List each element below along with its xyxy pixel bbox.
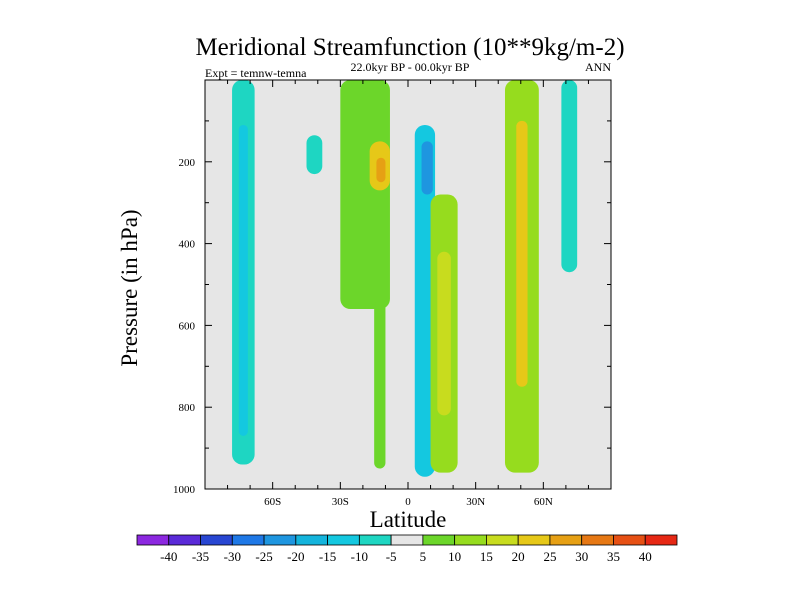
colorbar-label: 25 <box>543 549 556 564</box>
streamfunction-field <box>232 80 578 477</box>
contour-green-strip-10S <box>374 300 386 469</box>
colorbar-swatch <box>295 534 328 546</box>
colorbar-label: -25 <box>255 549 272 564</box>
colorbar-swatch <box>168 534 201 546</box>
axis-ticks: 60S 30S 0 30N 60N 200 400 600 800 1000 <box>173 80 612 508</box>
colorbar-label: -30 <box>224 549 241 564</box>
colorbar-swatch <box>486 534 519 546</box>
colorbar-swatch <box>454 534 487 546</box>
colorbar-swatch <box>327 534 360 546</box>
colorbar-label: 10 <box>448 549 461 564</box>
colorbar-swatch <box>422 534 456 546</box>
chart-subtitle: 22.0kyr BP - 00.0kyr BP <box>351 60 470 74</box>
y-tick-label: 400 <box>179 239 196 251</box>
colorbar-label: -10 <box>351 549 368 564</box>
contour-dark-blue-core-eq <box>421 141 433 195</box>
colorbar-swatch <box>581 534 614 546</box>
plot-area: 60S 30S 0 30N 60N 200 400 600 800 1000 <box>173 79 612 508</box>
colorbar-label: -20 <box>287 549 304 564</box>
y-tick-label: 1000 <box>173 484 196 496</box>
colorbar-swatch <box>136 534 170 546</box>
y-tick-label: 200 <box>179 157 196 169</box>
colorbar-label: 30 <box>575 549 588 564</box>
colorbar-label: -40 <box>160 549 177 564</box>
colorbar-swatch <box>263 534 297 546</box>
contour-orange-core-20S <box>376 157 386 183</box>
colorbar-label: -35 <box>192 549 209 564</box>
x-tick-label: 0 <box>405 496 411 508</box>
colorbar-label: 15 <box>480 549 493 564</box>
colorbar-label: 5 <box>420 549 427 564</box>
experiment-label: Expt = temnw-temna <box>205 66 307 80</box>
x-tick-label: 30S <box>332 496 349 508</box>
season-label: ANN <box>585 60 611 74</box>
colorbar-label: 35 <box>607 549 620 564</box>
y-tick-label: 800 <box>179 402 196 414</box>
contour-cyan-band-72N <box>561 80 578 273</box>
colorbar-swatch <box>358 534 392 546</box>
contour-small-cyan-blob-45S <box>306 135 323 175</box>
x-tick-label: 30N <box>466 496 485 508</box>
colorbar-swatch <box>644 534 678 546</box>
x-tick-label: 60S <box>264 496 281 508</box>
x-tick-label: 60N <box>534 496 553 508</box>
colorbar: -40 -35 -30 -25 -20 -15 -10 -5 5 10 15 20 25 30 35 40 <box>136 534 678 564</box>
colorbar-label: 20 <box>512 549 525 564</box>
contour-blue-cell-eq <box>414 124 436 477</box>
y-tick-label: 600 <box>179 320 196 332</box>
colorbar-swatch <box>517 534 551 546</box>
colorbar-label: -5 <box>386 549 397 564</box>
colorbar-swatch <box>200 534 233 546</box>
y-axis-label: Pressure (in hPa) <box>117 209 142 366</box>
colorbar-swatch <box>613 534 646 546</box>
colorbar-swatch <box>231 534 265 546</box>
colorbar-swatch <box>390 534 424 546</box>
colorbar-swatch <box>549 534 583 546</box>
chart-title: Meridional Streamfunction (10**9kg/m-2) <box>195 34 624 61</box>
x-axis-label: Latitude <box>370 507 447 532</box>
contour-yellow-column-15N <box>437 251 451 416</box>
contour-orange-core-50N <box>516 120 528 387</box>
contour-inner-cyan-band-70S <box>238 124 248 436</box>
colorbar-label: -15 <box>319 549 336 564</box>
contour-green-cell-20S <box>340 80 390 310</box>
colorbar-label: 40 <box>639 549 652 564</box>
plot-background <box>205 80 611 489</box>
